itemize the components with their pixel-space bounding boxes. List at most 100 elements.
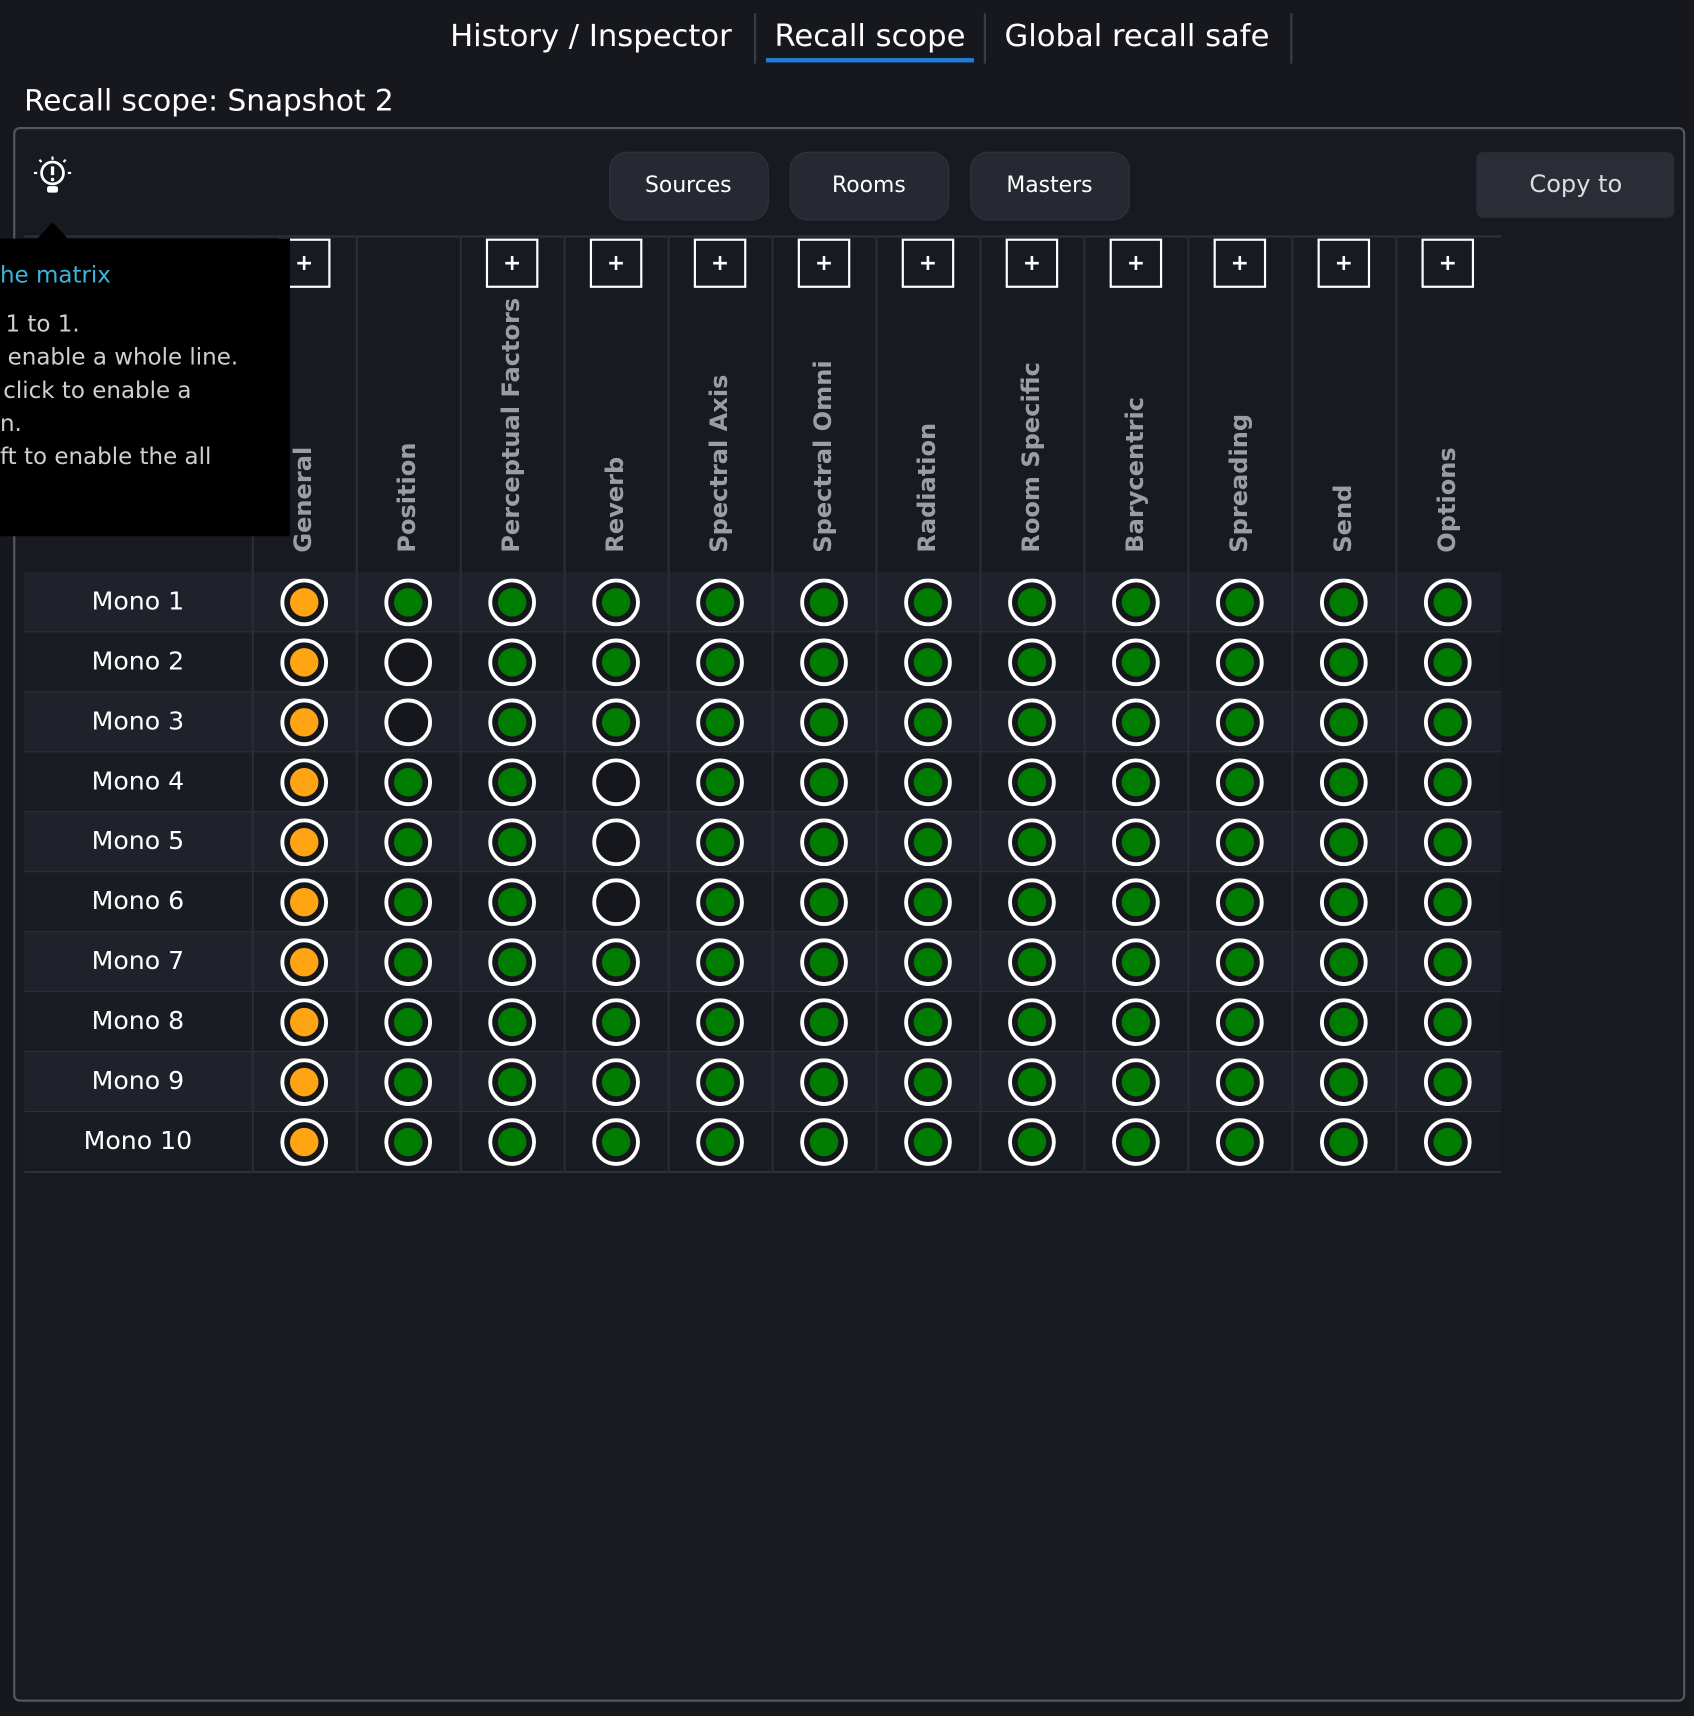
filter-button-label: Rooms <box>832 173 906 198</box>
cell-state <box>497 708 527 737</box>
filter-button[interactable] <box>970 151 1130 221</box>
cell-state <box>913 947 943 977</box>
cell-state <box>1121 1127 1151 1157</box>
cell-state <box>1225 648 1255 677</box>
cell-state <box>601 1127 631 1157</box>
cell-toggle[interactable] <box>384 638 432 687</box>
cell-state <box>1433 648 1463 677</box>
cell-state <box>601 1007 631 1037</box>
cell-state <box>1433 828 1463 857</box>
add-column-button[interactable] <box>1317 238 1371 288</box>
row-label: Mono 10 <box>84 1126 192 1155</box>
row-background <box>24 872 1502 933</box>
cell-state <box>289 828 319 857</box>
cell-toggle[interactable] <box>384 698 432 747</box>
cell-state <box>393 828 423 857</box>
cell-state <box>289 768 319 797</box>
cell-state <box>393 887 423 917</box>
tab[interactable]: Recall scope <box>775 19 966 54</box>
add-column-label: + <box>503 251 521 276</box>
cell-state <box>705 1007 735 1037</box>
cell-state <box>497 828 527 857</box>
add-column-button[interactable] <box>901 238 955 288</box>
cell-state <box>497 1007 527 1037</box>
cell-state <box>289 648 319 677</box>
cell-state <box>289 947 319 977</box>
row-background <box>24 812 1502 873</box>
hint-icon[interactable] <box>33 156 72 193</box>
cell-state <box>601 648 631 677</box>
cell-state <box>497 1067 527 1097</box>
column-label: Room Specific <box>1017 362 1045 553</box>
tooltip-line: n. <box>0 411 22 437</box>
tooltip-line: ft to enable the all <box>0 444 211 470</box>
cell-state <box>809 1127 839 1157</box>
cell-state <box>1433 887 1463 917</box>
cell-state <box>1121 1067 1151 1097</box>
cell-state <box>1225 1067 1255 1097</box>
row-background <box>24 1052 1502 1113</box>
add-column-label: + <box>919 251 937 276</box>
cell-state <box>705 828 735 857</box>
cell-toggle[interactable] <box>592 758 640 807</box>
cell-state <box>1121 947 1151 977</box>
add-column-label: + <box>1439 251 1457 276</box>
column-label: Send <box>1329 485 1357 553</box>
cell-state <box>1017 828 1047 857</box>
tooltip-heading: he matrix <box>0 262 111 288</box>
cell-state <box>1121 768 1151 797</box>
column-label: Barycentric <box>1121 397 1149 553</box>
cell-state <box>1433 768 1463 797</box>
cell-toggle[interactable] <box>592 818 640 867</box>
cell-state <box>913 588 943 617</box>
add-column-button[interactable] <box>1109 238 1163 288</box>
tooltip-line: enable a whole line. <box>8 345 238 371</box>
add-column-button[interactable] <box>797 238 851 288</box>
copy-button[interactable] <box>1476 152 1675 218</box>
cell-state <box>913 828 943 857</box>
tooltip-line: click to enable a <box>3 378 191 404</box>
cell-state <box>913 708 943 737</box>
add-column-label: + <box>711 251 729 276</box>
cell-state <box>1225 768 1255 797</box>
tab[interactable]: Global recall safe <box>1005 19 1270 54</box>
add-column-label: + <box>1023 251 1041 276</box>
cell-state <box>1017 768 1047 797</box>
cell-state <box>1017 1067 1047 1097</box>
cell-state <box>393 1067 423 1097</box>
add-column-button[interactable] <box>693 238 747 288</box>
cell-state <box>601 588 631 617</box>
column-label: Spreading <box>1225 414 1253 553</box>
cell-state <box>705 1127 735 1157</box>
add-column-button[interactable] <box>589 238 643 288</box>
cell-state <box>1329 588 1359 617</box>
add-column-button[interactable] <box>1421 238 1475 288</box>
cell-state <box>705 1067 735 1097</box>
tab[interactable]: History / Inspector <box>450 19 732 54</box>
add-column-button[interactable] <box>1213 238 1267 288</box>
column-label: Spectral Omni <box>809 360 837 552</box>
add-column-button[interactable] <box>1005 238 1059 288</box>
cell-state <box>705 648 735 677</box>
cell-state <box>913 648 943 677</box>
cell-toggle[interactable] <box>592 878 640 927</box>
cell-state <box>289 1127 319 1157</box>
column-label: Options <box>1433 447 1461 552</box>
add-column-button[interactable] <box>485 238 539 288</box>
row-label: Mono 6 <box>92 886 184 915</box>
cell-state <box>1017 947 1047 977</box>
cell-state <box>705 947 735 977</box>
cell-state <box>1225 1007 1255 1037</box>
cell-state <box>393 1007 423 1037</box>
cell-state <box>1329 947 1359 977</box>
cell-state <box>1017 648 1047 677</box>
row-label: Mono 9 <box>92 1066 184 1095</box>
cell-state <box>1121 828 1151 857</box>
cell-state <box>913 768 943 797</box>
cell-state <box>705 708 735 737</box>
filter-button[interactable] <box>608 151 769 221</box>
cell-state <box>1329 1007 1359 1037</box>
filter-button[interactable] <box>789 151 950 221</box>
cell-state <box>497 648 527 677</box>
